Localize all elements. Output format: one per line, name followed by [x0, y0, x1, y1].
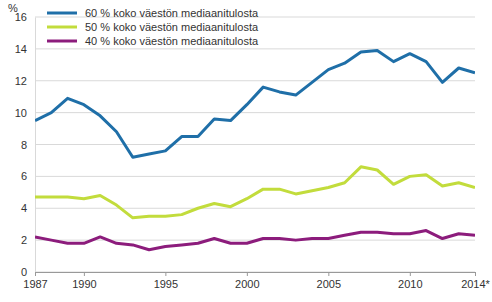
- y-tick-label: 6: [21, 170, 27, 182]
- x-tick-label: 1995: [154, 278, 178, 290]
- x-tick-mark: [84, 272, 85, 276]
- legend: 60 % koko väestön mediaanitulosta 50 % ko…: [47, 7, 259, 47]
- y-tick: 10: [15, 107, 35, 119]
- x-tick: 1987: [23, 272, 47, 290]
- series-line: [35, 231, 475, 250]
- plot: 0 2 4 6 8 10 12 14 16 1987 1990 1995 2000 2005 2010 201…: [15, 7, 491, 290]
- legend-label: 40 % koko väestön mediaanitulosta: [85, 35, 259, 47]
- x-tick-label: 1990: [72, 278, 96, 290]
- y-tick: 16: [15, 11, 35, 23]
- y-tick: 0: [21, 266, 35, 278]
- x-tick-mark: [328, 272, 329, 276]
- chart-svg: 0 2 4 6 8 10 12 14 16 1987 1990 1995 2000 2005 2010 201…: [0, 0, 492, 302]
- legend-swatch: [47, 40, 77, 43]
- legend-label: 60 % koko väestön mediaanitulosta: [85, 7, 259, 19]
- x-tick-label: 2014*: [461, 278, 490, 290]
- y-tick-label: 10: [15, 107, 27, 119]
- x-tick-mark: [35, 272, 36, 276]
- y-tick: 4: [21, 202, 35, 214]
- grid-line: [35, 80, 475, 81]
- legend-item: 40 % koko väestön mediaanitulosta: [47, 35, 259, 47]
- grid-line: [35, 48, 475, 49]
- x-tick-mark: [247, 272, 248, 276]
- x-tick-label: 1987: [23, 278, 47, 290]
- x-tick-mark: [165, 272, 166, 276]
- x-tick-label: 2005: [317, 278, 341, 290]
- grid-line: [35, 144, 475, 145]
- series-line: [35, 167, 475, 218]
- grid-line: [35, 112, 475, 113]
- y-tick-label: 14: [15, 43, 27, 55]
- y-tick: 8: [21, 139, 35, 151]
- y-tick-label: 4: [21, 202, 27, 214]
- y-tick: 2: [21, 234, 35, 246]
- x-axis-line: [36, 273, 476, 277]
- legend-item: 50 % koko väestön mediaanitulosta: [47, 21, 259, 33]
- grid: [35, 17, 475, 272]
- x-tick: 2014*: [461, 272, 490, 290]
- legend-label: 50 % koko väestön mediaanitulosta: [85, 21, 259, 33]
- x-tick-mark: [475, 272, 476, 276]
- x-tick: 1990: [72, 272, 96, 290]
- legend-swatch: [47, 26, 77, 29]
- legend-swatch: [47, 12, 77, 15]
- x-axis: 1987 1990 1995 2000 2005 2010 2014*: [23, 272, 490, 290]
- chart-container: 0 2 4 6 8 10 12 14 16 1987 1990 1995 2000 2005 2010 201…: [0, 0, 492, 302]
- y-tick-label: 2: [21, 234, 27, 246]
- legend-item: 60 % koko väestön mediaanitulosta: [47, 7, 259, 19]
- x-tick-label: 2000: [235, 278, 259, 290]
- grid-line: [35, 208, 475, 209]
- x-tick: 2000: [235, 272, 259, 290]
- y-tick-label: 0: [21, 266, 27, 278]
- lines: [35, 50, 475, 249]
- y-tick-label: 8: [21, 139, 27, 151]
- y-tick: 6: [21, 170, 35, 182]
- series-line: [35, 50, 475, 157]
- y-tick: 14: [15, 43, 35, 55]
- y-axis-line: [35, 18, 36, 273]
- y-tick: 12: [15, 75, 35, 87]
- x-tick-mark: [410, 272, 411, 276]
- x-tick: 1995: [154, 272, 178, 290]
- y-tick-label: 12: [15, 75, 27, 87]
- y-axis-title: %: [8, 2, 18, 14]
- x-tick: 2010: [398, 272, 422, 290]
- x-tick-label: 2010: [398, 278, 422, 290]
- y-axis: 0 2 4 6 8 10 12 14 16: [15, 11, 36, 278]
- x-tick: 2005: [317, 272, 341, 290]
